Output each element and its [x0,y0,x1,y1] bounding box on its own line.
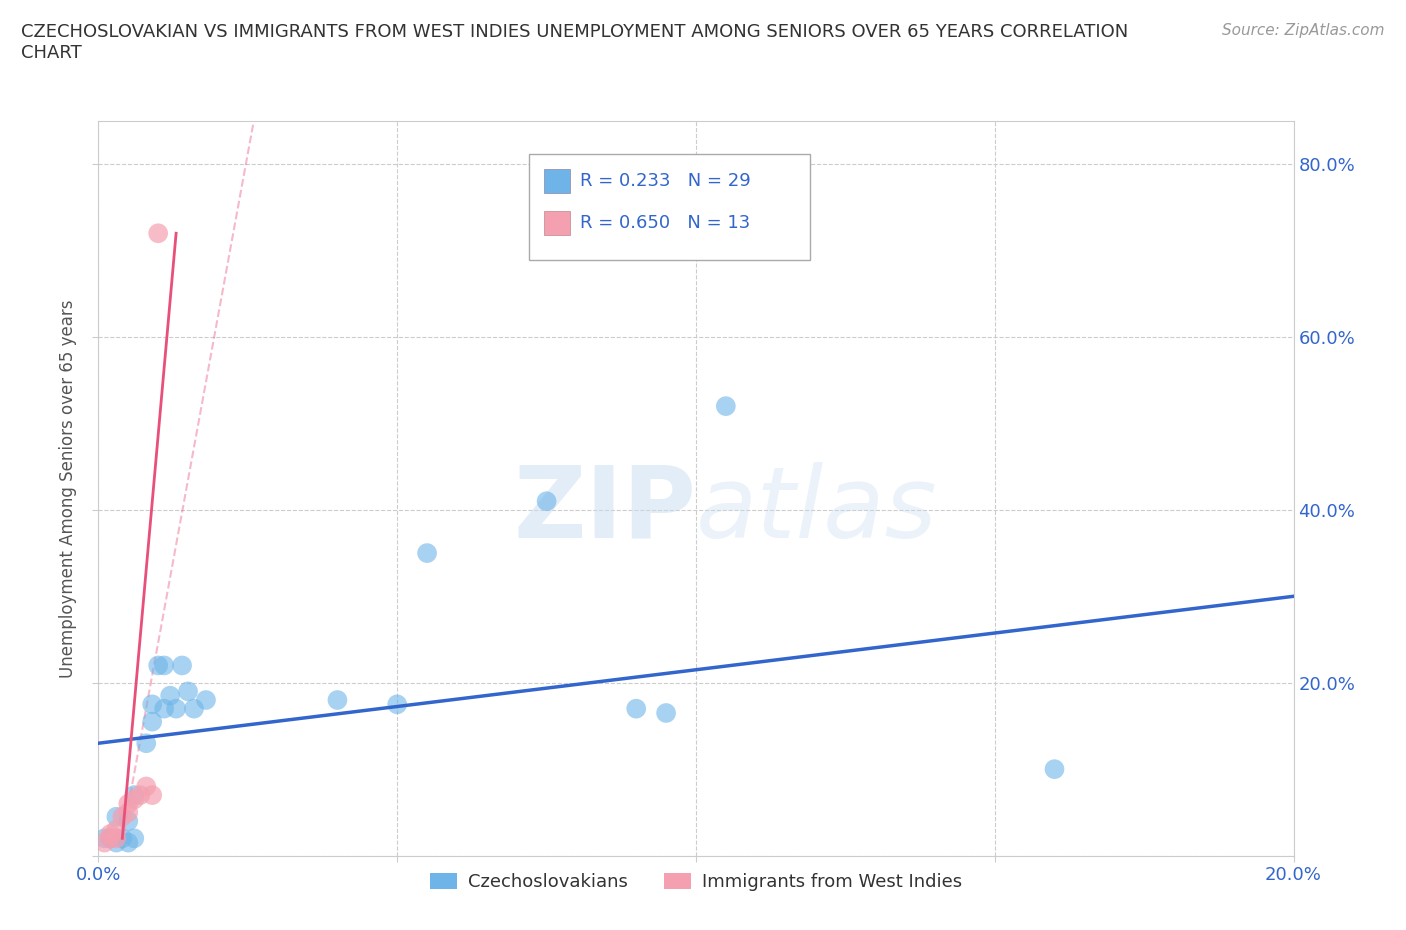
Point [148,226,170,241]
Point [135,779,157,794]
FancyBboxPatch shape [544,169,571,193]
Point [177,684,200,698]
Point [117,796,139,811]
Point [655,706,678,721]
Legend: Czechoslovakians, Immigrants from West Indies: Czechoslovakians, Immigrants from West I… [423,865,969,898]
Point [536,494,558,509]
Text: atlas: atlas [696,462,938,559]
Point [105,822,128,837]
Point [416,546,439,561]
Point [105,809,128,824]
Point [124,792,146,807]
Point [159,688,181,703]
Text: ZIP: ZIP [513,462,696,559]
Point [93,835,115,850]
Point [111,809,134,824]
Point [172,658,194,673]
FancyBboxPatch shape [529,154,810,260]
Point [135,736,157,751]
Text: R = 0.233   N = 29: R = 0.233 N = 29 [581,172,751,190]
Point [98,827,122,842]
Point [111,830,134,845]
Point [129,788,152,803]
Point [1043,762,1066,777]
Point [165,701,187,716]
Point [117,805,139,820]
FancyBboxPatch shape [544,211,571,234]
Point [105,830,128,845]
Point [141,714,163,729]
Y-axis label: Unemployment Among Seniors over 65 years: Unemployment Among Seniors over 65 years [59,299,77,677]
Point [117,835,139,850]
Text: R = 0.650   N = 13: R = 0.650 N = 13 [581,214,751,232]
Point [153,658,176,673]
Point [98,830,122,845]
Point [626,701,648,716]
Text: Source: ZipAtlas.com: Source: ZipAtlas.com [1222,23,1385,38]
Point [153,701,176,716]
Point [195,693,218,708]
Point [326,693,349,708]
Point [141,697,163,711]
Point [183,701,205,716]
Text: CZECHOSLOVAKIAN VS IMMIGRANTS FROM WEST INDIES UNEMPLOYMENT AMONG SENIORS OVER 6: CZECHOSLOVAKIAN VS IMMIGRANTS FROM WEST … [21,23,1129,62]
Point [385,697,409,711]
Point [98,830,122,845]
Point [124,788,146,803]
Point [124,830,146,845]
Point [93,830,115,845]
Point [105,835,128,850]
Point [148,658,170,673]
Point [141,788,163,803]
Point [117,814,139,829]
Point [714,399,737,414]
